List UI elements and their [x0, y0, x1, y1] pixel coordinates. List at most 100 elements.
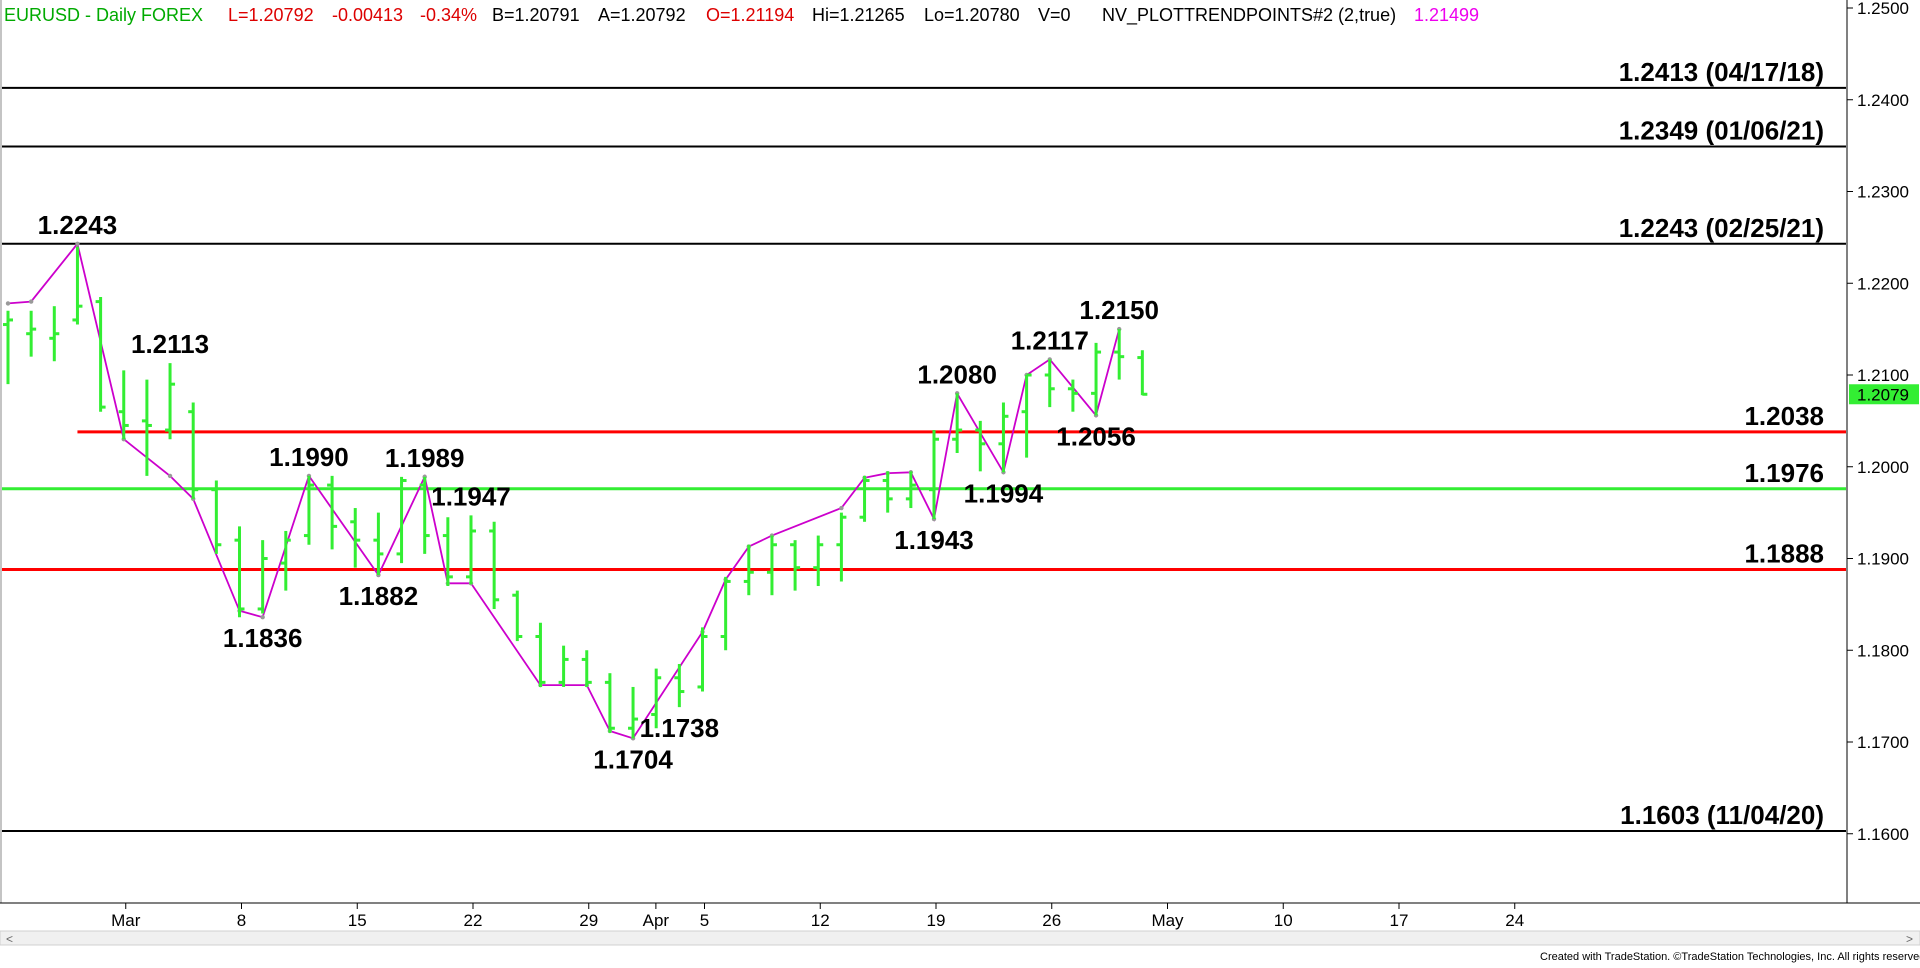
time-axis: Mar 8 15 22 29 Apr 5 12 19 26 May 10 17 24	[111, 903, 1524, 930]
ohlc-bar	[234, 526, 245, 618]
pivot-label: 1.2243	[38, 210, 118, 240]
price-axis: 1.1600 1.1700 1.1800 1.1900 1.2000 1.2100 1.22…	[1847, 0, 1909, 844]
footer-credit: Created with TradeStation. ©TradeStation…	[1540, 951, 1920, 963]
ohlc-bars	[3, 246, 1148, 739]
pivot-label: 1.2150	[1079, 295, 1159, 325]
time-tick-label: 8	[237, 911, 246, 930]
reference-line-label: 1.2243 (02/25/21)	[1619, 213, 1824, 243]
pivot-label: 1.1990	[269, 442, 349, 472]
trend-polyline	[7, 241, 1121, 740]
pivot-label: 1.2117	[1011, 325, 1089, 355]
ohlc-bar	[466, 515, 476, 585]
header-low: Lo=1.20780	[924, 5, 1020, 25]
price-tick-label: 1.2000	[1857, 458, 1909, 477]
trend-point	[5, 301, 11, 306]
price-tick-label: 1.2100	[1857, 366, 1909, 385]
header-change: -0.00413	[332, 5, 403, 25]
pivot-label: 1.1836	[223, 623, 303, 653]
time-tick-label: May	[1151, 911, 1184, 930]
time-tick-label: 29	[579, 911, 598, 930]
horizontal-scrollbar[interactable]: < >	[0, 930, 1920, 946]
ohlc-bar	[720, 576, 731, 651]
time-tick-label: 17	[1390, 911, 1409, 930]
svg-text:EURUSD - Daily FOREX L=: EURUSD - Daily FOREX L=1.20792 -0.00413 …	[4, 5, 1479, 26]
reference-line-label: 1.2413 (04/17/18)	[1619, 57, 1824, 87]
time-tick-label: 12	[811, 911, 830, 930]
pivot-label: 1.1943	[894, 525, 974, 555]
time-tick-label: Apr	[643, 911, 670, 930]
last-price-tag-label: 1.2079	[1857, 385, 1909, 404]
price-tick-label: 1.1900	[1857, 550, 1909, 569]
header-symbol: EURUSD - Daily FOREX	[4, 5, 203, 25]
ohlc-bar	[373, 512, 384, 576]
header-bid: B=1.20791	[492, 5, 580, 25]
ohlc-bar	[628, 686, 639, 739]
ohlc-bar	[95, 297, 106, 412]
pivot-label: 1.1704	[593, 744, 673, 774]
header-last: L=1.20792	[228, 5, 314, 25]
trend-point	[167, 473, 173, 479]
ohlc-bar	[1044, 359, 1055, 408]
ohlc-bar	[1067, 379, 1078, 412]
ohlc-bar	[1021, 373, 1032, 458]
time-tick-label: 10	[1274, 911, 1293, 930]
ohlc-bar	[697, 627, 708, 692]
trend-point	[75, 241, 80, 246]
reference-line-label: 1.1976	[1744, 458, 1824, 488]
ohlc-bar	[882, 471, 893, 513]
ohlc-bar	[396, 476, 407, 564]
reference-line-label: 1.2349 (01/06/21)	[1619, 116, 1824, 146]
ohlc-bar	[419, 476, 430, 554]
pivot-label: 1.1989	[385, 443, 465, 473]
price-tick-label: 1.2500	[1857, 0, 1909, 18]
ohlc-bar	[49, 306, 60, 362]
ohlc-bar	[766, 535, 777, 596]
ohlc-bar	[651, 668, 662, 729]
ohlc-bar	[1137, 350, 1148, 396]
trend-point	[28, 299, 34, 304]
ohlc-bar	[952, 393, 963, 453]
ohlc-bar	[558, 645, 569, 687]
pivot-label: 1.2056	[1056, 421, 1136, 451]
reference-line-label: 1.1603 (11/04/20)	[1620, 800, 1824, 830]
ohlc-bar	[280, 530, 291, 591]
header-ask: A=1.20792	[598, 5, 686, 25]
scroll-left-icon[interactable]: <	[6, 932, 13, 946]
scroll-right-icon[interactable]: >	[1906, 932, 1913, 946]
pivot-label: 1.1994	[964, 478, 1044, 508]
header-indicator-value: 1.21499	[1414, 5, 1479, 25]
time-tick-label: 15	[348, 911, 367, 930]
ohlc-bar	[813, 535, 824, 587]
time-tick-label: 5	[700, 911, 709, 930]
header-change-pct: -0.34%	[420, 5, 477, 25]
ohlc-bar	[141, 379, 152, 476]
time-tick-label: 26	[1042, 911, 1061, 930]
header-volume: V=0	[1038, 5, 1071, 25]
ohlc-bar	[790, 540, 801, 591]
ohlc-bar	[905, 471, 916, 509]
ohlc-bar	[859, 475, 870, 522]
ohlc-bar	[743, 544, 754, 596]
ohlc-bar	[998, 402, 1009, 473]
ohlc-bar	[165, 363, 176, 440]
time-tick-label: 24	[1505, 911, 1524, 930]
ohlc-bar	[118, 370, 129, 440]
ohlc-bar	[581, 650, 592, 687]
price-tick-label: 1.1600	[1857, 825, 1909, 844]
ohlc-bar	[303, 475, 314, 545]
ohlc-bar	[975, 420, 986, 472]
ohlc-bar	[512, 590, 523, 642]
last-price-tag	[1849, 384, 1919, 405]
reference-line-label: 1.2038	[1744, 401, 1824, 431]
ohlc-bar	[929, 430, 939, 520]
price-tick-label: 1.2400	[1857, 91, 1909, 110]
trend-point	[260, 615, 265, 620]
pivot-label: 1.1882	[339, 581, 419, 611]
ohlc-bar	[535, 622, 546, 687]
ohlc-bar	[1091, 342, 1102, 416]
pivot-label: 1.1738	[640, 713, 720, 743]
last-price-tag-group: 1.2079	[1849, 384, 1919, 405]
header-indicator: NV_PLOTTRENDPOINTS#2 (2,true)	[1102, 5, 1396, 26]
